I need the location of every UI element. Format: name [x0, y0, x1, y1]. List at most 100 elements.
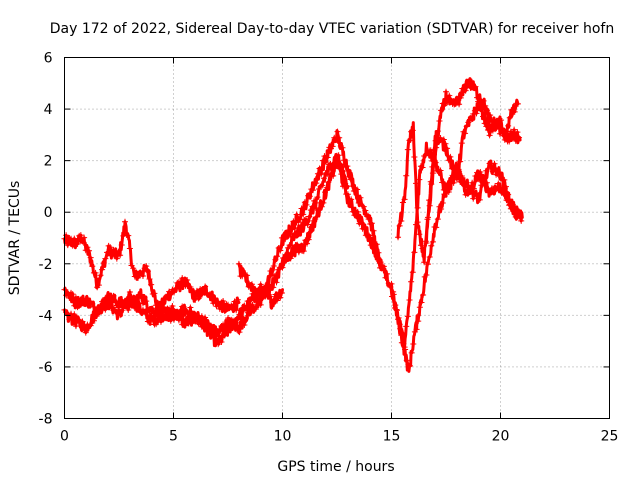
data-point-marker	[318, 203, 325, 210]
data-series	[61, 77, 525, 373]
data-point-marker	[223, 321, 230, 328]
data-point-marker	[511, 108, 518, 115]
data-point-marker	[458, 173, 465, 180]
data-point-marker	[90, 303, 97, 310]
data-point-marker	[97, 308, 104, 315]
data-point-marker	[448, 175, 455, 182]
data-point-marker	[248, 281, 255, 288]
data-point-marker	[246, 310, 253, 317]
y-tick-label: 0	[44, 205, 53, 221]
data-point-marker	[90, 317, 97, 324]
data-point-marker	[271, 272, 278, 279]
data-point-marker	[433, 144, 440, 151]
data-point-marker	[496, 130, 503, 137]
data-point-marker	[498, 117, 505, 124]
data-point-marker	[473, 110, 480, 117]
data-point-marker	[501, 176, 508, 183]
data-point-marker	[443, 88, 449, 95]
data-point-marker	[66, 316, 73, 323]
data-point-marker	[239, 306, 246, 313]
data-point-marker	[369, 237, 376, 244]
data-point-marker	[444, 99, 451, 106]
data-point-marker	[431, 159, 438, 166]
data-point-marker	[69, 291, 76, 298]
data-point-marker	[306, 213, 313, 220]
data-point-marker	[298, 224, 305, 231]
data-point-marker	[228, 302, 235, 309]
data-point-marker	[239, 313, 246, 320]
data-point-marker	[468, 115, 475, 122]
data-point-marker	[462, 130, 469, 137]
data-point-marker	[257, 295, 264, 302]
data-point-marker	[216, 305, 223, 312]
data-point-marker	[157, 318, 164, 325]
data-point-marker	[121, 218, 128, 225]
data-point-marker	[272, 291, 279, 298]
data-point-marker	[390, 288, 397, 295]
data-point-marker	[92, 269, 99, 276]
data-point-marker	[362, 207, 369, 214]
data-point-marker	[180, 303, 187, 310]
data-point-marker	[185, 313, 192, 320]
data-point-marker	[502, 183, 509, 190]
data-point-marker	[487, 189, 494, 196]
data-point-marker	[100, 259, 107, 266]
data-point-marker	[244, 272, 251, 279]
data-point-marker	[377, 259, 384, 266]
data-point-marker	[76, 300, 83, 307]
data-point-marker	[270, 296, 277, 303]
data-point-marker	[184, 317, 191, 324]
data-point-marker	[395, 316, 402, 323]
data-point-marker	[153, 313, 160, 320]
data-point-marker	[354, 208, 361, 215]
data-point-marker	[516, 134, 523, 141]
data-point-marker	[138, 294, 145, 301]
data-point-marker	[453, 176, 460, 183]
data-point-marker	[221, 307, 228, 314]
data-point-marker	[373, 241, 380, 248]
data-point-marker	[470, 195, 477, 202]
data-point-marker	[347, 176, 354, 183]
data-point-marker	[425, 261, 432, 268]
data-point-marker	[112, 247, 119, 254]
data-point-marker	[89, 263, 96, 270]
data-point-marker	[313, 214, 320, 221]
data-point-marker	[468, 182, 475, 189]
data-point-marker	[425, 214, 432, 221]
data-point-marker	[406, 297, 413, 304]
data-point-marker	[198, 291, 205, 298]
data-point-marker	[334, 128, 341, 135]
data-point-marker	[171, 289, 178, 296]
data-point-marker	[472, 172, 479, 179]
data-point-marker	[440, 186, 447, 193]
data-point-marker	[72, 294, 79, 301]
data-point-marker	[213, 333, 220, 340]
data-point-marker	[282, 236, 289, 243]
data-point-marker	[314, 194, 321, 201]
data-point-marker	[323, 184, 330, 191]
data-point-marker	[126, 296, 133, 303]
data-point-marker	[447, 97, 454, 104]
y-tick-label: -8	[39, 412, 53, 428]
data-point-marker	[133, 270, 140, 277]
data-point-marker	[367, 242, 374, 249]
data-point-marker	[505, 122, 512, 129]
data-point-marker	[308, 221, 315, 228]
data-point-marker	[341, 181, 348, 188]
data-point-marker	[398, 218, 405, 225]
data-point-marker	[126, 288, 133, 295]
data-point-marker	[409, 127, 416, 134]
data-point-marker	[151, 290, 158, 297]
data-point-marker	[336, 165, 343, 172]
data-point-marker	[349, 183, 356, 190]
data-point-marker	[452, 165, 459, 172]
data-point-marker	[82, 247, 89, 254]
data-point-marker	[480, 180, 487, 187]
grid	[64, 57, 610, 419]
data-point-marker	[483, 123, 490, 130]
data-point-marker	[300, 211, 307, 218]
data-point-marker	[293, 211, 300, 218]
data-point-marker	[257, 301, 264, 308]
data-point-marker	[495, 120, 502, 127]
data-point-marker	[333, 153, 340, 160]
